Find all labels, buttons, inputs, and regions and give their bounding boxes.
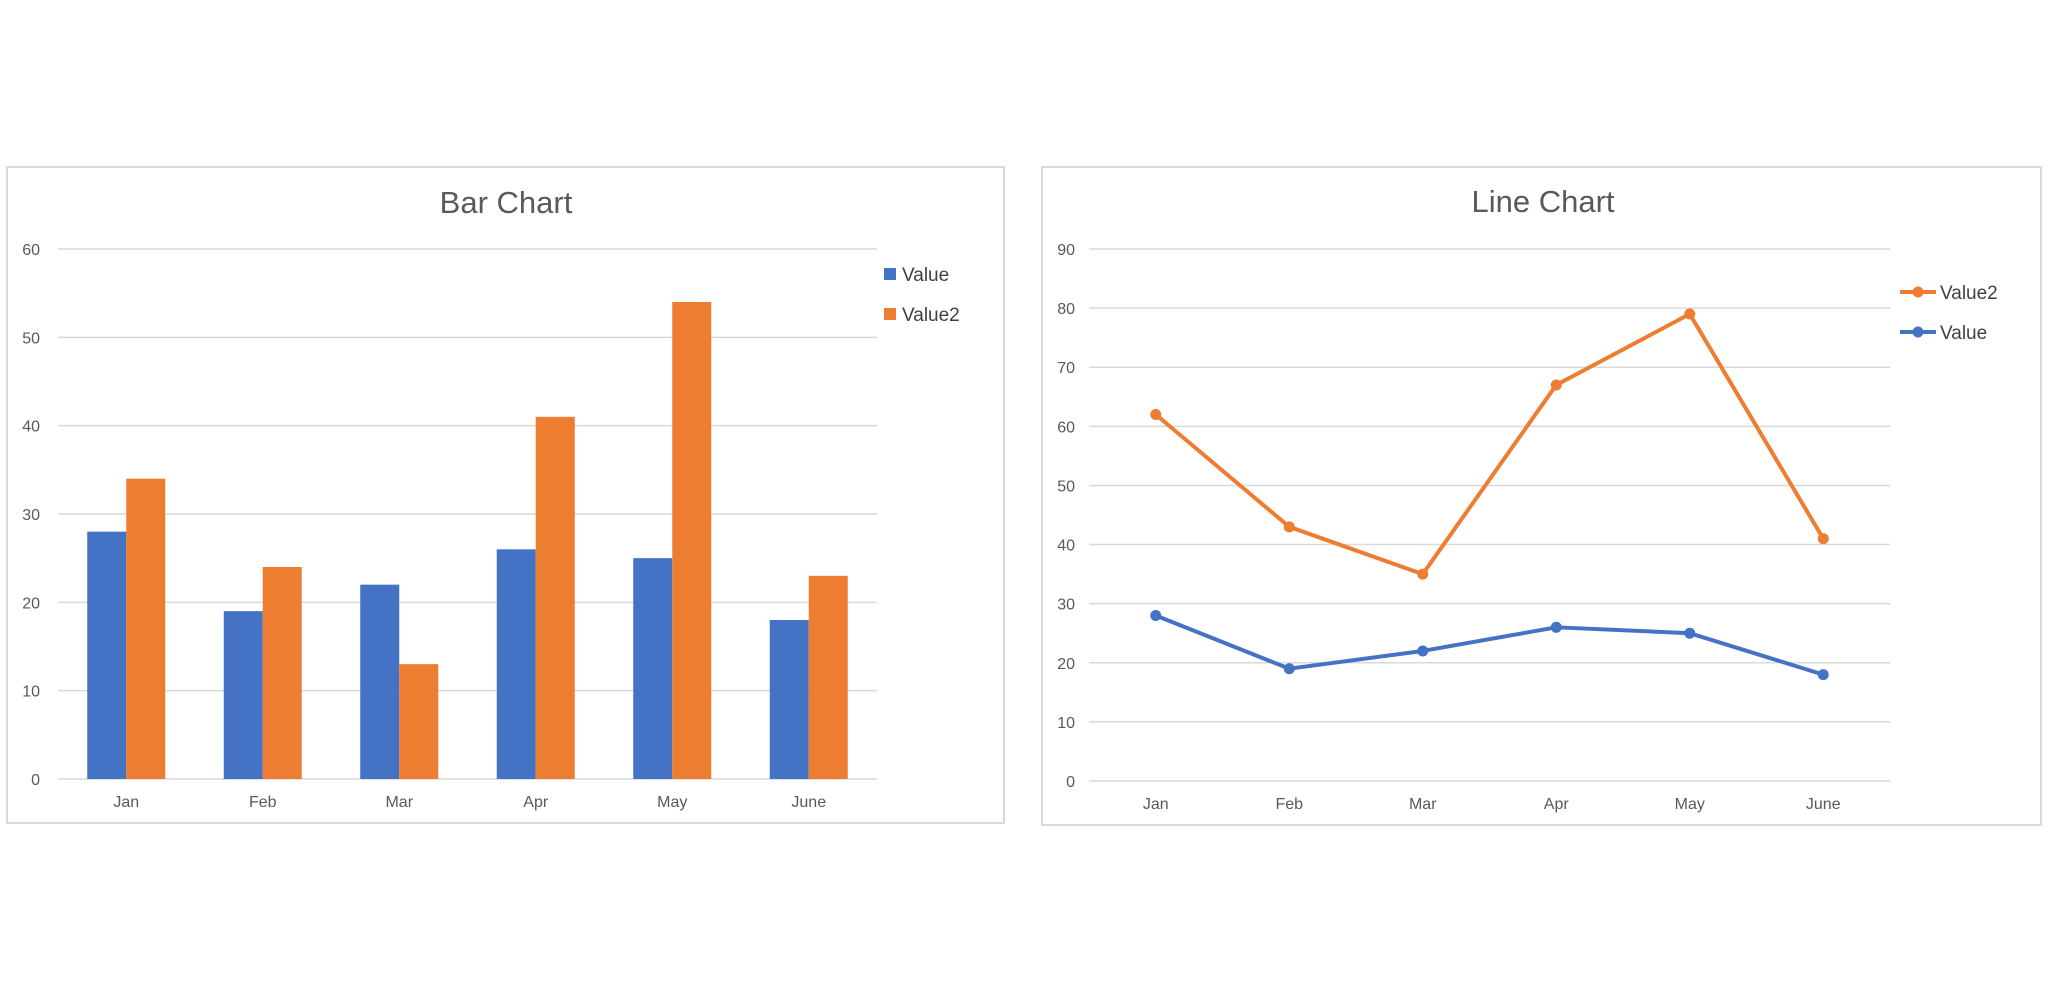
y-tick-label: 0 [1066, 774, 1075, 791]
legend-marker-value [1912, 326, 1924, 338]
x-tick-label: Mar [1409, 796, 1437, 813]
x-tick-label: Apr [523, 794, 549, 811]
point-value2-may [1684, 308, 1696, 320]
y-tick-label: 10 [22, 684, 40, 701]
bar-chart-panel: Bar Chart 0 10 20 30 40 50 60 Jan Feb Mar Apr May Jun… [6, 166, 1005, 824]
chart-title: Bar Chart [440, 185, 573, 220]
point-value2-jan [1150, 409, 1162, 421]
series-line-value [1153, 613, 1826, 677]
x-tick-label: May [657, 794, 687, 811]
x-tick-label: Jan [1143, 796, 1169, 813]
line-chart-panel: Line Chart 0 10 20 30 40 50 60 70 80 90 Jan Feb Mar Ap… [1041, 166, 2042, 826]
bar-value2-feb [262, 567, 302, 779]
x-tick-label: Jan [113, 794, 139, 811]
bar-chart-svg: Bar Chart 0 10 20 30 40 50 60 Jan Feb Mar Apr May Jun… [22, 185, 960, 811]
bar-value2-may [672, 302, 712, 779]
line-chart-svg: Line Chart 0 10 20 30 40 50 60 70 80 90 Jan Feb Mar Ap… [1057, 184, 1998, 813]
y-tick-label: 20 [1057, 656, 1075, 673]
point-value2-feb [1283, 521, 1295, 533]
legend-marker-value2 [1912, 286, 1924, 298]
legend-label-value: Value [1940, 323, 1987, 344]
bar-value-jan [87, 531, 127, 779]
y-tick-label: 60 [1057, 419, 1075, 436]
bar-value-june [769, 620, 809, 779]
point-value2-june [1817, 533, 1829, 545]
bar-value-feb [223, 611, 263, 779]
bar-value2-apr [535, 416, 575, 779]
y-tick-label: 0 [31, 772, 40, 789]
y-tick-label: 30 [22, 507, 40, 524]
bar-value2-mar [399, 664, 439, 779]
point-value-apr [1550, 621, 1562, 633]
legend-label-value2: Value2 [902, 305, 960, 326]
bar-value-apr [496, 549, 536, 779]
legend-label-value: Value [902, 265, 949, 286]
point-value-mar [1417, 645, 1429, 657]
legend-label-value2: Value2 [1940, 283, 1998, 304]
y-tick-label: 70 [1057, 360, 1075, 377]
y-tick-label: 40 [22, 419, 40, 436]
point-value-feb [1283, 663, 1295, 675]
y-tick-label: 40 [1057, 538, 1075, 555]
y-tick-label: 80 [1057, 301, 1075, 318]
y-tick-label: 50 [22, 330, 40, 347]
y-tick-label: 50 [1057, 478, 1075, 495]
y-tick-label: 30 [1057, 597, 1075, 614]
x-tick-label: June [1806, 796, 1841, 813]
x-tick-label: Feb [1275, 796, 1303, 813]
x-tick-label: June [791, 794, 826, 811]
y-tick-label: 90 [1057, 242, 1075, 259]
legend-swatch-value [884, 268, 896, 280]
bar-value2-june [808, 575, 848, 779]
x-tick-label: Mar [385, 794, 413, 811]
chart-title: Line Chart [1471, 184, 1614, 219]
point-value-june [1817, 669, 1829, 681]
x-tick-label: May [1675, 796, 1705, 813]
legend-swatch-value2 [884, 308, 896, 320]
bar-value-mar [360, 584, 400, 779]
bar-value-may [633, 558, 673, 779]
point-value-may [1684, 627, 1696, 639]
point-value2-mar [1417, 568, 1429, 580]
point-value-jan [1150, 609, 1162, 621]
x-tick-label: Apr [1544, 796, 1570, 813]
series-line-value2 [1153, 312, 1826, 577]
point-value2-apr [1550, 379, 1562, 391]
y-tick-label: 60 [22, 242, 40, 259]
x-tick-label: Feb [249, 794, 277, 811]
y-tick-label: 10 [1057, 715, 1075, 732]
bar-value2-jan [126, 478, 166, 779]
y-tick-label: 20 [22, 595, 40, 612]
